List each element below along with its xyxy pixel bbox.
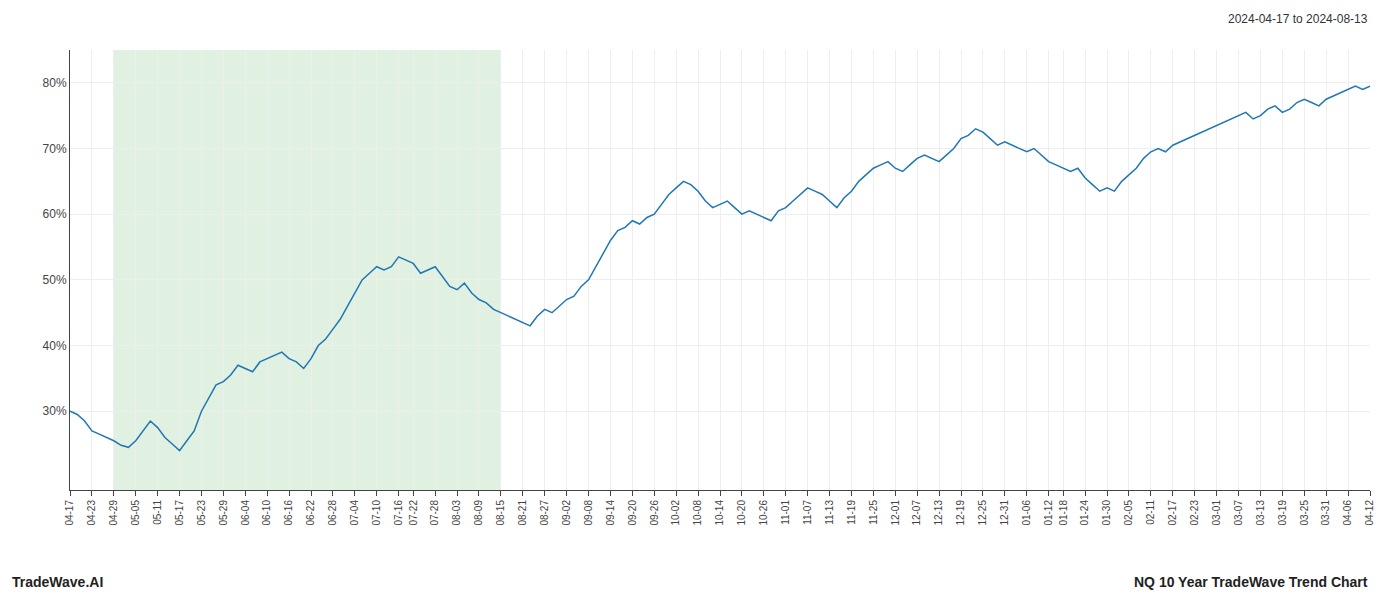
svg-text:07-16: 07-16 [393, 500, 404, 526]
svg-text:30%: 30% [43, 404, 67, 418]
svg-text:NQ 10 Year TradeWave Trend Cha: NQ 10 Year TradeWave Trend Chart [1134, 574, 1368, 590]
svg-text:03-13: 03-13 [1255, 500, 1266, 526]
svg-text:12-07: 12-07 [911, 500, 922, 526]
svg-text:07-28: 07-28 [429, 500, 440, 526]
svg-text:11-13: 11-13 [824, 500, 835, 525]
svg-text:10-14: 10-14 [714, 500, 725, 526]
svg-text:03-25: 03-25 [1299, 500, 1310, 526]
svg-text:2024-04-17 to 2024-08-13: 2024-04-17 to 2024-08-13 [1228, 12, 1368, 26]
svg-text:TradeWave.AI: TradeWave.AI [12, 574, 103, 590]
svg-text:04-29: 04-29 [108, 500, 119, 526]
svg-text:12-01: 12-01 [890, 500, 901, 526]
svg-text:05-05: 05-05 [130, 500, 141, 526]
svg-text:12-31: 12-31 [999, 500, 1010, 526]
svg-text:09-20: 09-20 [627, 500, 638, 526]
svg-text:08-27: 08-27 [539, 500, 550, 526]
svg-text:07-10: 07-10 [371, 500, 382, 526]
svg-text:06-16: 06-16 [283, 500, 294, 526]
svg-text:60%: 60% [43, 207, 67, 221]
svg-text:05-17: 05-17 [174, 500, 185, 526]
svg-text:50%: 50% [43, 273, 67, 287]
svg-text:12-13: 12-13 [933, 500, 944, 526]
svg-text:04-06: 04-06 [1342, 500, 1353, 526]
svg-text:02-23: 02-23 [1189, 500, 1200, 526]
svg-text:09-08: 09-08 [583, 500, 594, 526]
svg-text:01-30: 01-30 [1101, 500, 1112, 526]
svg-text:12-25: 12-25 [977, 500, 988, 526]
svg-text:08-03: 08-03 [451, 500, 462, 526]
svg-text:07-04: 07-04 [349, 500, 360, 526]
svg-text:11-19: 11-19 [846, 500, 857, 525]
svg-text:09-02: 09-02 [561, 500, 572, 526]
svg-text:07-22: 07-22 [408, 500, 419, 526]
svg-text:10-20: 10-20 [736, 500, 747, 526]
svg-text:04-17: 04-17 [64, 500, 75, 526]
svg-text:09-26: 09-26 [649, 500, 660, 526]
svg-text:08-15: 08-15 [495, 500, 506, 526]
svg-text:06-10: 06-10 [261, 500, 272, 526]
svg-text:05-11: 05-11 [152, 500, 163, 525]
svg-text:11-01: 11-01 [780, 500, 791, 525]
svg-text:06-28: 06-28 [327, 500, 338, 526]
svg-text:01-06: 01-06 [1021, 500, 1032, 526]
svg-text:05-23: 05-23 [196, 500, 207, 526]
svg-text:08-09: 08-09 [473, 500, 484, 526]
svg-text:03-31: 03-31 [1320, 500, 1331, 526]
svg-text:12-19: 12-19 [955, 500, 966, 526]
svg-text:40%: 40% [43, 339, 67, 353]
svg-text:04-12: 04-12 [1364, 500, 1375, 526]
svg-text:02-05: 02-05 [1123, 500, 1134, 526]
svg-text:06-22: 06-22 [305, 500, 316, 526]
svg-text:70%: 70% [43, 142, 67, 156]
svg-text:02-17: 02-17 [1167, 500, 1178, 526]
svg-text:10-02: 10-02 [670, 500, 681, 526]
svg-text:10-08: 10-08 [692, 500, 703, 526]
svg-text:03-01: 03-01 [1211, 500, 1222, 526]
svg-text:01-12: 01-12 [1043, 500, 1054, 526]
svg-text:02-11: 02-11 [1145, 500, 1156, 525]
svg-text:03-19: 03-19 [1277, 500, 1288, 526]
svg-text:09-14: 09-14 [605, 500, 616, 526]
svg-text:03-07: 03-07 [1233, 500, 1244, 526]
svg-text:11-07: 11-07 [802, 500, 813, 525]
svg-text:06-04: 06-04 [240, 500, 251, 526]
svg-text:10-26: 10-26 [758, 500, 769, 526]
svg-text:01-24: 01-24 [1079, 500, 1090, 526]
svg-text:01-18: 01-18 [1058, 500, 1069, 526]
svg-text:80%: 80% [43, 76, 67, 90]
svg-text:11-25: 11-25 [868, 500, 879, 525]
svg-text:08-21: 08-21 [517, 500, 528, 526]
svg-text:05-29: 05-29 [218, 500, 229, 526]
svg-text:04-23: 04-23 [86, 500, 97, 526]
